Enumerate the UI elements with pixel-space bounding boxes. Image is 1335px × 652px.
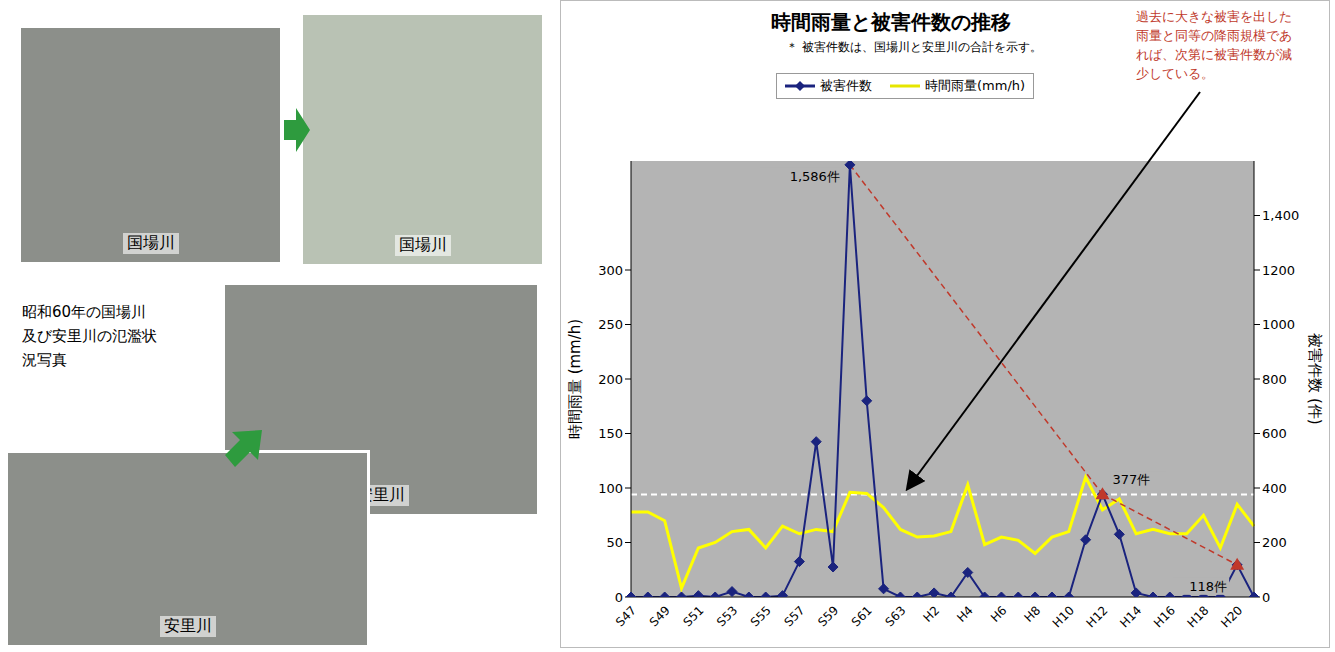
- html-text:＊ 被害件数は、国場川と安里川の合計を示す。: ＊ 被害件数は、国場川と安里川の合計を示す。: [786, 40, 1042, 54]
- html-text:時間雨量と被害件数の推移: 時間雨量と被害件数の推移: [771, 10, 1011, 34]
- svg-text:100: 100: [598, 481, 623, 496]
- html-text:安里川: 安里川: [357, 485, 405, 504]
- svg-text:1200: 1200: [1262, 263, 1295, 278]
- svg-text:H8: H8: [1022, 603, 1044, 625]
- svg-text:600: 600: [1262, 426, 1287, 441]
- svg-text:S55: S55: [748, 603, 774, 629]
- svg-text:被害件数 (件): 被害件数 (件): [1306, 333, 1324, 424]
- html-text:雨量と同等の降雨規模であ: 雨量と同等の降雨規模であ: [1136, 28, 1292, 43]
- svg-text:S47: S47: [613, 603, 639, 629]
- html-text:況写真: 況写真: [22, 351, 67, 369]
- svg-text:S63: S63: [882, 603, 908, 629]
- html-text:れば、次第に被害件数が減: れば、次第に被害件数が減: [1136, 47, 1292, 62]
- svg-text:S51: S51: [680, 603, 706, 629]
- svg-text:H18: H18: [1185, 603, 1212, 630]
- html-text:時間雨量(mm/h): 時間雨量(mm/h): [925, 78, 1026, 93]
- svg-text:400: 400: [1262, 481, 1287, 496]
- html-text:少している。: 少している。: [1136, 66, 1214, 81]
- svg-text:0: 0: [1262, 590, 1270, 605]
- svg-text:H12: H12: [1084, 603, 1111, 630]
- svg-text:H10: H10: [1050, 603, 1077, 630]
- svg-text:H6: H6: [988, 603, 1010, 625]
- svg-text:H20: H20: [1218, 603, 1245, 630]
- html-text:及び安里川の氾濫状: 及び安里川の氾濫状: [22, 327, 157, 345]
- svg-text:1,586件: 1,586件: [790, 169, 840, 184]
- svg-text:250: 250: [598, 317, 623, 332]
- svg-text:377件: 377件: [1112, 472, 1150, 487]
- svg-text:118件: 118件: [1189, 579, 1227, 594]
- svg-text:H4: H4: [954, 603, 976, 625]
- html-text:昭和60年の国場川: 昭和60年の国場川: [22, 303, 147, 321]
- svg-text:S49: S49: [647, 603, 673, 629]
- svg-text:0: 0: [615, 590, 623, 605]
- svg-text:H16: H16: [1151, 603, 1178, 630]
- html-text:国場川: 国場川: [398, 235, 447, 254]
- svg-text:200: 200: [598, 372, 623, 387]
- svg-text:300: 300: [598, 263, 623, 278]
- svg-text:200: 200: [1262, 535, 1287, 550]
- svg-text:1,400: 1,400: [1262, 208, 1299, 223]
- svg-text:S61: S61: [849, 603, 875, 629]
- svg-text:H14: H14: [1117, 603, 1144, 630]
- svg-text:時間雨量 (mm/h): 時間雨量 (mm/h): [566, 319, 584, 439]
- html-text:国場川: 国場川: [126, 233, 175, 252]
- svg-text:S59: S59: [815, 603, 841, 629]
- svg-text:1000: 1000: [1262, 317, 1295, 332]
- svg-text:150: 150: [598, 426, 623, 441]
- svg-text:H2: H2: [921, 603, 943, 625]
- html-text:被害件数: 被害件数: [820, 78, 872, 93]
- html-text:安里川: 安里川: [163, 616, 212, 635]
- svg-text:50: 50: [606, 535, 623, 550]
- svg-text:800: 800: [1262, 372, 1287, 387]
- svg-text:S53: S53: [714, 603, 740, 629]
- svg-text:S57: S57: [781, 603, 807, 629]
- html-text:過去に大きな被害を出した: 過去に大きな被害を出した: [1136, 9, 1292, 24]
